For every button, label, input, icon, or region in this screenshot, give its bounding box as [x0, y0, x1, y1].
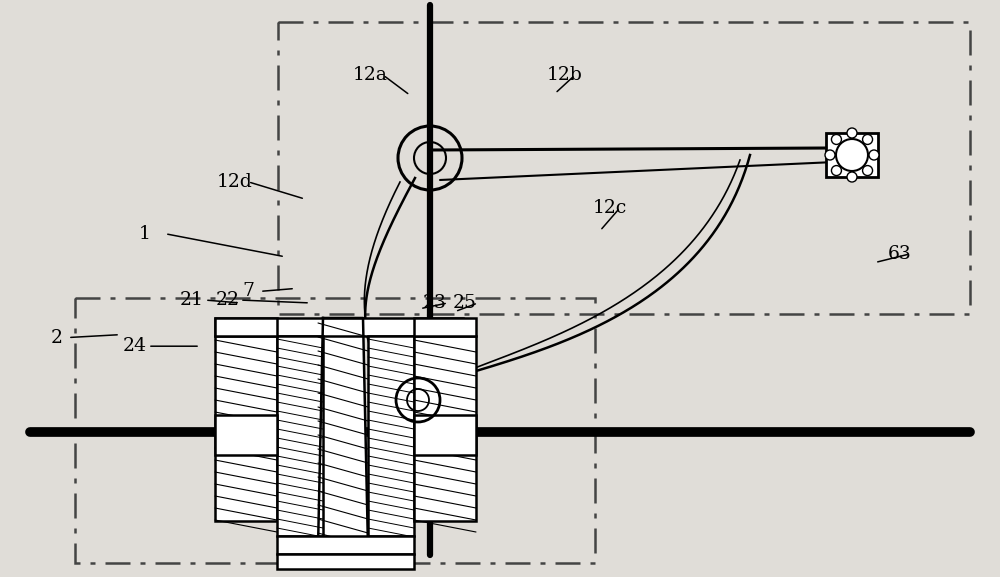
Circle shape — [869, 150, 879, 160]
Circle shape — [847, 172, 857, 182]
Bar — [277, 536, 414, 554]
Text: 12b: 12b — [547, 66, 583, 84]
Circle shape — [831, 166, 841, 175]
Circle shape — [863, 134, 873, 144]
Bar — [826, 133, 878, 177]
Circle shape — [836, 139, 868, 171]
Text: 21: 21 — [180, 291, 204, 309]
Bar — [215, 318, 277, 336]
Bar — [414, 415, 476, 455]
Bar — [277, 554, 414, 569]
Text: 12a: 12a — [353, 66, 387, 84]
Text: 22: 22 — [216, 291, 240, 309]
Text: 24: 24 — [123, 337, 147, 355]
Bar — [414, 318, 476, 336]
Text: 25: 25 — [453, 294, 477, 312]
Text: 12d: 12d — [217, 173, 253, 191]
Bar — [215, 318, 463, 336]
Text: 7: 7 — [242, 282, 254, 301]
Bar — [278, 22, 970, 314]
Polygon shape — [318, 318, 368, 548]
Bar — [277, 336, 323, 536]
Text: 63: 63 — [888, 245, 912, 263]
Text: 12c: 12c — [593, 198, 627, 217]
Circle shape — [825, 150, 835, 160]
Circle shape — [847, 128, 857, 138]
Bar — [75, 298, 595, 563]
Bar — [215, 336, 277, 521]
Bar — [414, 336, 476, 521]
Bar — [215, 415, 277, 455]
Text: 2: 2 — [51, 328, 63, 347]
Circle shape — [831, 134, 841, 144]
Bar — [368, 336, 414, 536]
Circle shape — [863, 166, 873, 175]
Text: 23: 23 — [423, 294, 447, 312]
Text: 1: 1 — [139, 224, 151, 243]
